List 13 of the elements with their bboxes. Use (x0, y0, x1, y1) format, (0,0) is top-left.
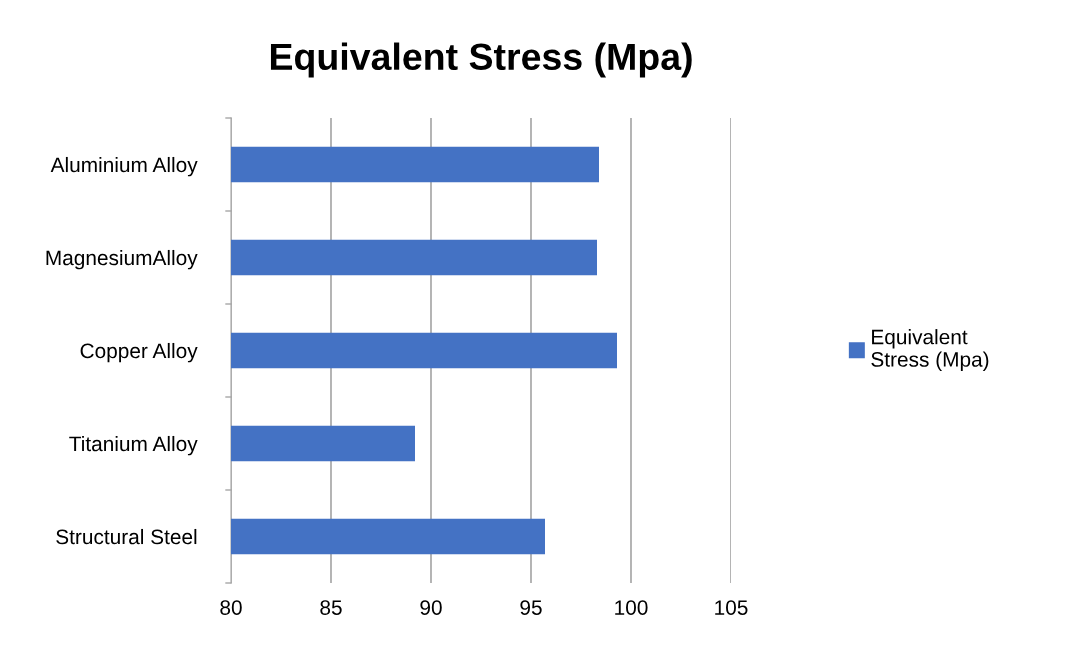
y-tick-label: Copper Alloy (80, 342, 198, 363)
x-tick-label: 100 (615, 600, 648, 615)
y-tick-label: MagnesiumAlloy (46, 249, 198, 270)
x-tick-label: 105 (715, 600, 748, 615)
x-tick-label: 80 (220, 600, 242, 615)
legend-label: Equivalent Stress (Mpa) (871, 329, 989, 371)
y-tick-label: Titanium Alloy (69, 435, 198, 456)
x-tick-label: 95 (520, 600, 542, 615)
x-tick-label: 90 (420, 600, 442, 615)
chart-title: Equivalent Stress (Mpa) (270, 42, 692, 78)
x-tick-label: 85 (320, 600, 342, 615)
y-tick-label: Structural Steel (56, 528, 197, 545)
y-tick-label: Aluminium Alloy (50, 156, 198, 177)
